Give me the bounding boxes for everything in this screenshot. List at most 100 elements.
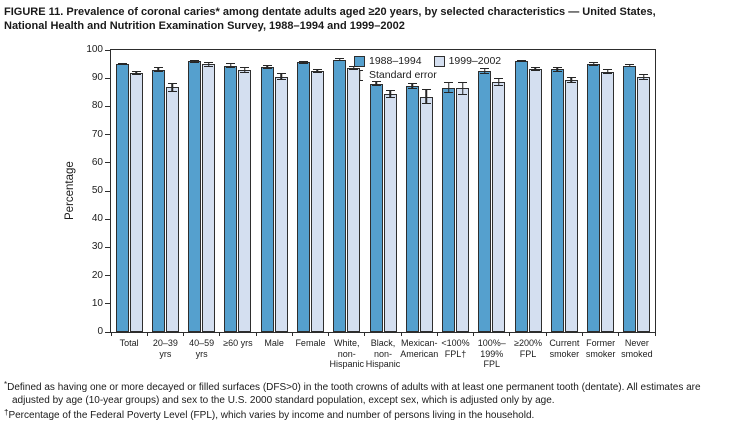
x-axis-label-current-smoker: Current smoker bbox=[540, 338, 588, 359]
x-axis-label-line: ≥60 yrs bbox=[223, 338, 253, 348]
footnote-marker-dagger: † bbox=[4, 408, 9, 417]
error-bar-line bbox=[425, 89, 428, 104]
error-bar-line bbox=[171, 83, 174, 91]
error-bar-line bbox=[135, 72, 137, 75]
x-axis-tick bbox=[183, 332, 185, 336]
x-axis-tick bbox=[255, 332, 257, 336]
x-axis-label-line: <100% bbox=[441, 338, 470, 348]
error-bar-line bbox=[447, 82, 450, 93]
error-bar-line bbox=[592, 62, 595, 66]
x-axis-label-line: Former bbox=[586, 338, 616, 348]
error-bar-1988-1994-100-199-fpl bbox=[480, 68, 490, 74]
error-bar-1988-1994-40-59-yrs bbox=[190, 59, 200, 63]
x-axis-label-200-fpl: ≥200% FPL bbox=[504, 338, 552, 359]
bar-1999-2002-60-yrs bbox=[238, 69, 252, 332]
error-bar-line bbox=[266, 65, 268, 68]
error-bar-1999-2002-current-smoker bbox=[566, 76, 576, 83]
error-bar-1999-2002-100-199-fpl bbox=[494, 78, 504, 86]
x-axis-tick bbox=[400, 332, 402, 336]
bar-1988-1994-black-non-hispanic bbox=[369, 83, 383, 332]
bar-1988-1994-never-smoked bbox=[623, 65, 637, 332]
footnote-fpl-text: Percentage of the Federal Poverty Level … bbox=[8, 410, 535, 421]
error-bar-line bbox=[375, 82, 377, 86]
x-axis-label-100-fpl: <100% FPL† bbox=[432, 338, 480, 359]
bar-1999-2002-200-fpl bbox=[528, 69, 542, 332]
bar-1999-2002-40-59-yrs bbox=[202, 64, 216, 332]
x-axis-label-female: Female bbox=[286, 338, 334, 349]
error-bar-line bbox=[570, 77, 573, 82]
y-axis-tick bbox=[105, 77, 110, 79]
x-axis-tick bbox=[581, 332, 583, 336]
x-axis-label-line: Male bbox=[264, 338, 284, 348]
bar-1988-1994-male bbox=[260, 66, 274, 332]
x-axis-label-line: Never bbox=[624, 338, 649, 348]
figure-title: FIGURE 11. Prevalence of coronal caries*… bbox=[4, 5, 732, 33]
x-axis-tick bbox=[146, 332, 148, 336]
y-axis-tick-label: 30 bbox=[91, 241, 103, 253]
x-axis-label-line: 199% bbox=[480, 348, 504, 359]
bar-1988-1994-mexican-american bbox=[405, 86, 419, 332]
y-axis-tick bbox=[105, 134, 110, 136]
y-axis-tick bbox=[105, 218, 110, 220]
error-bar-1999-2002-female bbox=[312, 68, 322, 74]
bar-1988-1994-200-fpl bbox=[514, 60, 528, 332]
y-axis-tick-label: 70 bbox=[91, 128, 103, 140]
error-bar-line bbox=[629, 65, 631, 67]
x-axis-label-black-non-hispanic: Black, non- Hispanic bbox=[359, 338, 407, 370]
x-axis-label-line: 20–39 bbox=[152, 338, 178, 348]
footnote-fpl-definition: †Percentage of the Federal Poverty Level… bbox=[4, 407, 730, 423]
error-bar-1999-2002-20-39-yrs bbox=[167, 82, 177, 92]
y-axis-tick bbox=[105, 275, 110, 277]
bar-1988-1994-40-59-yrs bbox=[188, 61, 202, 332]
bar-1999-2002-never-smoked bbox=[637, 76, 651, 332]
legend-label-1999-2002: 1999–2002 bbox=[448, 55, 502, 67]
error-bar-1999-2002-never-smoked bbox=[639, 73, 649, 80]
error-bar-1988-1994-60-yrs bbox=[226, 63, 236, 68]
x-axis-label-line: Hispanic bbox=[329, 359, 364, 369]
x-axis-tick bbox=[436, 332, 438, 336]
x-axis-label-line: smoked bbox=[621, 348, 653, 359]
error-bar-1988-1994-white-non-hispanic bbox=[335, 58, 345, 62]
bar-1999-2002-mexican-american bbox=[419, 96, 433, 332]
x-axis-label-never-smoked: Never smoked bbox=[613, 338, 661, 359]
error-bar-line bbox=[643, 74, 645, 79]
x-axis-tick bbox=[110, 332, 112, 336]
error-bar-1999-2002-male bbox=[276, 73, 286, 80]
error-bar-1999-2002-200-fpl bbox=[530, 66, 540, 72]
error-bar-1999-2002-60-yrs bbox=[240, 66, 250, 73]
x-axis-label-male: Male bbox=[250, 338, 298, 349]
x-axis-label-line: FPL bbox=[483, 359, 501, 369]
error-bar-line bbox=[157, 68, 160, 71]
error-bar-1999-2002-100-fpl bbox=[458, 81, 468, 96]
y-axis-tick bbox=[105, 331, 110, 333]
error-bar-line bbox=[207, 63, 210, 66]
bar-1988-1994-white-non-hispanic bbox=[333, 59, 347, 332]
x-axis-label-40-59-yrs: 40–59 yrs bbox=[178, 338, 226, 359]
x-axis-label-line: yrs bbox=[159, 348, 172, 359]
x-axis-label-line: yrs bbox=[195, 348, 208, 359]
legend-label-1988-1994: 1988–1994 bbox=[369, 55, 422, 67]
x-axis-tick bbox=[364, 332, 366, 336]
error-bar-1999-2002-black-non-hispanic bbox=[385, 90, 395, 98]
x-axis-tick bbox=[618, 332, 620, 336]
footnote-dfs-definition: *Defined as having one or more decayed o… bbox=[4, 379, 730, 407]
y-axis-tick-label: 40 bbox=[91, 213, 103, 225]
x-axis-label-line: FPL† bbox=[444, 348, 467, 359]
bar-1988-1994-former-smoker bbox=[587, 64, 601, 332]
bar-1999-2002-total bbox=[129, 73, 143, 332]
error-bar-line bbox=[302, 61, 305, 63]
x-axis-label-line: Black, bbox=[370, 338, 396, 348]
error-bar-line bbox=[484, 69, 486, 73]
bar-1988-1994-20-39-yrs bbox=[151, 69, 165, 332]
error-bar-1988-1994-total bbox=[117, 62, 127, 65]
error-bar-line bbox=[316, 69, 319, 73]
bar-1999-2002-female bbox=[310, 70, 324, 332]
error-bar-1988-1994-20-39-yrs bbox=[153, 67, 163, 72]
x-axis-label-line: 100%– bbox=[477, 338, 506, 348]
y-axis-tick-label: 100 bbox=[86, 44, 103, 55]
bar-1988-1994-female bbox=[296, 62, 310, 332]
x-axis-label-line: American bbox=[400, 348, 439, 359]
x-axis-label-white-non-hispanic: White, non- Hispanic bbox=[323, 338, 371, 370]
x-axis-label-former-smoker: Former smoker bbox=[577, 338, 625, 359]
x-axis-label-line: Hispanic bbox=[365, 359, 401, 369]
